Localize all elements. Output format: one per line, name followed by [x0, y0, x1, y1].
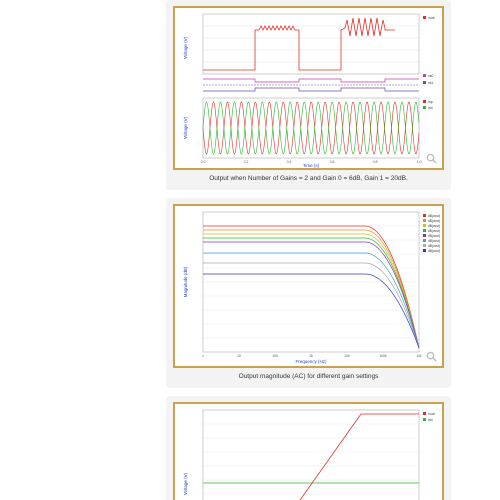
legend-label: dB(vout): [428, 234, 440, 238]
svg-text:0.0: 0.0: [201, 160, 206, 164]
vout-trace: [203, 17, 395, 71]
ylabel-voltage: Voltage (V): [183, 472, 188, 495]
ylabel-top: Voltage (V): [183, 36, 188, 59]
svg-text:10k: 10k: [344, 354, 350, 358]
plot-frame-1[interactable]: 0.0 0.2 0.4 0.6 0.8 1.0 Time (s) Voltage (V)…: [173, 6, 444, 170]
svg-text:inn: inn: [428, 418, 433, 422]
zoom-icon[interactable]: [426, 351, 437, 362]
svg-text:inp: inp: [428, 100, 433, 104]
ac-curve: [203, 233, 420, 349]
svg-text:vs1: vs1: [428, 81, 434, 85]
svg-text:100: 100: [272, 354, 278, 358]
ac-curve: [203, 273, 420, 349]
plot-frame-2[interactable]: 1 10 100 1k 10k 100k 1M Frequency (Hz) Magnit…: [173, 204, 444, 368]
ylabel-bottom: Voltage (V): [183, 116, 188, 139]
transient-plot: 0.0 0.2 0.4 0.6 0.8 1.0 Time (s) Voltage (V)…: [183, 13, 435, 168]
svg-text:vs0: vs0: [428, 74, 434, 78]
plot-frame-3[interactable]: Voltage (V) vout inn: [173, 402, 444, 500]
ramp-plot: Voltage (V) vout inn: [183, 409, 435, 500]
legend-label: dB(vout): [428, 219, 440, 223]
svg-text:10: 10: [237, 354, 241, 358]
svg-text:0.2: 0.2: [244, 160, 249, 164]
plot-card-3: Voltage (V) vout inn: [166, 396, 451, 500]
ac-curve: [203, 262, 420, 349]
zoom-icon[interactable]: [426, 153, 437, 164]
caption-1: Output when Number of Gains = 2 and Gain…: [209, 175, 408, 182]
svg-text:vout: vout: [428, 412, 435, 416]
svg-text:1.0: 1.0: [417, 160, 422, 164]
caption-2: Output magnitude (AC) for different gain…: [238, 373, 379, 380]
svg-text:0.6: 0.6: [330, 160, 335, 164]
legend-label: dB(vout): [428, 214, 440, 218]
legend-label: dB(vout): [428, 224, 440, 228]
svg-text:vout: vout: [428, 16, 435, 20]
svg-text:100k: 100k: [379, 354, 387, 358]
ac-plot: 1 10 100 1k 10k 100k 1M Frequency (Hz) Magnit…: [183, 211, 440, 364]
svg-text:1k: 1k: [309, 354, 313, 358]
svg-text:1M: 1M: [417, 354, 422, 358]
svg-text:0.4: 0.4: [287, 160, 292, 164]
plot-card-2: 1 10 100 1k 10k 100k 1M Frequency (Hz) Magnit…: [166, 198, 451, 388]
legend-label: dB(vout): [428, 244, 440, 248]
legend-label: dB(vout): [428, 239, 440, 243]
xlabel-time: Time (s): [303, 163, 320, 168]
xlabel-frequency: Frequency (Hz): [295, 359, 327, 364]
legend-label: dB(vout): [428, 249, 440, 253]
ac-curve: [203, 252, 420, 349]
ac-curve: [203, 237, 420, 349]
vout-trace: [299, 413, 419, 500]
plot-card-1: 0.0 0.2 0.4 0.6 0.8 1.0 Time (s) Voltage (V)…: [166, 0, 451, 190]
ac-curve: [203, 229, 420, 349]
svg-text:1: 1: [202, 354, 204, 358]
svg-text:0.8: 0.8: [373, 160, 378, 164]
ac-curve: [203, 241, 420, 349]
svg-text:inn: inn: [428, 106, 433, 110]
legend-label: dB(vout): [428, 229, 440, 233]
ylabel-magnitude: Magnitude (dB): [183, 266, 188, 297]
ac-curve: [203, 225, 420, 349]
